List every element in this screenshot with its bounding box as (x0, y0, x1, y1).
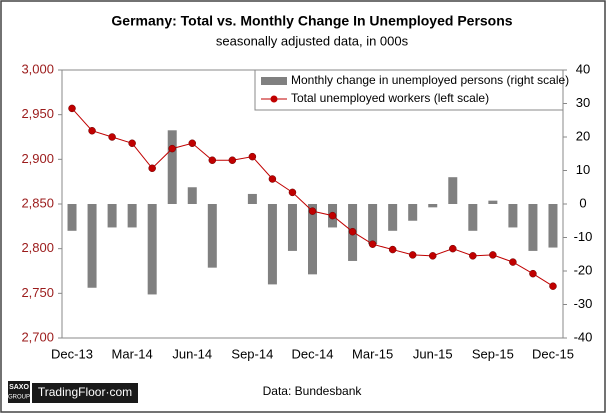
bar (468, 204, 478, 231)
bar (508, 204, 518, 228)
legend-box (254, 69, 564, 111)
bar (207, 204, 217, 268)
y-tick-label: 3,000 (21, 61, 54, 76)
legend-label: Monthly change in unemployed persons (ri… (291, 73, 569, 87)
point (408, 251, 417, 259)
point (248, 152, 257, 161)
bar (308, 204, 317, 275)
y2-tick-label: 20 (576, 128, 590, 143)
bar (127, 204, 137, 228)
point (428, 252, 437, 260)
bar (368, 204, 378, 245)
x-tick-label: Mar-15 (352, 346, 393, 361)
point (108, 133, 116, 141)
y2-tick-label: 30 (576, 95, 590, 110)
legend-label: Total unemployed workers (left scale) (291, 91, 489, 105)
point (469, 252, 477, 260)
point (308, 207, 317, 215)
bar (488, 200, 498, 204)
bar (388, 204, 398, 231)
x-tick-label: Jun-15 (413, 346, 453, 361)
bar (287, 204, 297, 251)
point (489, 251, 497, 259)
point (388, 245, 397, 254)
point (509, 258, 517, 266)
y-tick-label: 2,900 (21, 151, 54, 166)
y2-tick-label: 0 (579, 195, 586, 210)
y2-tick-label: -40 (574, 329, 593, 344)
bar (187, 187, 197, 204)
y-tick-label: 2,700 (21, 329, 54, 344)
bar (247, 193, 257, 204)
y-tick-label: 2,850 (21, 195, 54, 210)
point (348, 227, 357, 236)
brand: TradingFloor·com (38, 385, 132, 399)
point (68, 104, 76, 113)
legend-swatch (270, 95, 278, 103)
bar (267, 204, 277, 285)
chart-subtitle: seasonally adjusted data, in 000s (216, 33, 409, 48)
x-tick-label: Sep-14 (231, 346, 273, 361)
x-tick-label: Dec-13 (51, 346, 93, 361)
y2-tick-label: -20 (574, 262, 593, 277)
brand-box (32, 383, 138, 403)
logo-box (8, 381, 30, 403)
legend-swatch (261, 77, 287, 85)
bar (528, 204, 538, 251)
point (328, 211, 337, 220)
source: Data: Bundesbank (263, 384, 363, 398)
bar (408, 204, 418, 221)
point (148, 164, 156, 173)
x-tick-label: Jun-14 (172, 346, 212, 361)
bar (167, 130, 177, 204)
point (208, 156, 217, 164)
point (188, 139, 197, 148)
x-tick-label: Mar-14 (112, 346, 153, 361)
bar (548, 204, 558, 248)
point (529, 269, 537, 278)
point (549, 282, 557, 290)
chart-title: Germany: Total vs. Monthly Change In Une… (111, 13, 512, 29)
point (288, 188, 297, 197)
y2-tick-label: -30 (574, 296, 593, 311)
y2-tick-label: -10 (574, 229, 593, 244)
y-tick-label: 2,950 (21, 106, 54, 121)
point (449, 244, 457, 253)
bar (107, 204, 117, 228)
bar (67, 204, 77, 231)
point (88, 126, 96, 135)
point (228, 156, 237, 164)
bar (428, 204, 438, 208)
x-tick-label: Dec-14 (292, 346, 334, 361)
x-tick-label: Sep-15 (472, 346, 514, 361)
point (268, 175, 277, 183)
point (128, 139, 136, 148)
y2-tick-label: 10 (576, 162, 590, 177)
logo-text: GROUP (8, 395, 30, 401)
x-tick-label: Dec-15 (532, 346, 574, 361)
bar (87, 204, 97, 288)
point (168, 144, 176, 153)
y-tick-label: 2,800 (21, 240, 54, 255)
logo-text: SAXO (9, 384, 29, 391)
bar (448, 177, 458, 204)
bar (147, 204, 157, 295)
y2-tick-label: 40 (576, 61, 590, 76)
y-tick-label: 2,750 (21, 285, 54, 300)
point (368, 240, 377, 248)
